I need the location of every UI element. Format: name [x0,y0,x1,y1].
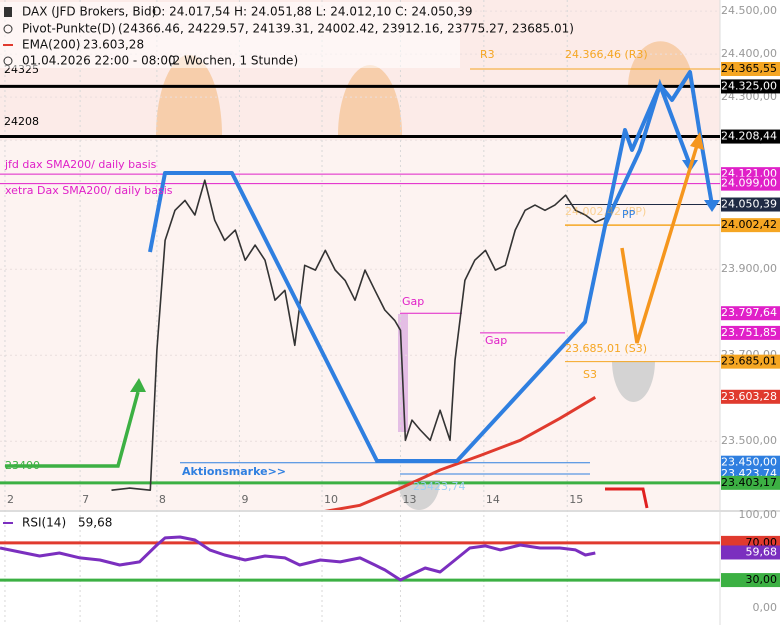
legend-icon [4,7,12,17]
arc-shape [628,41,693,87]
price-tag-label: 24.365,55 [721,62,777,75]
legend-ema: EMA(200) [22,38,80,52]
legend-pivot: Pivot-Punkte(D) [22,22,116,36]
price-tag [721,61,780,76]
annotation: 23.685,01 (S3) [565,342,647,355]
y-tick-label: 0,00 [753,601,778,614]
legend: DAX (JFD Brokers, Bid) O: 24.017,54 H: 2… [0,2,574,530]
annotation: 24208 [4,115,39,128]
price-tag [721,475,780,490]
x-tick-label: 10 [324,493,338,506]
price-tag [721,354,780,369]
price-tag [721,129,780,144]
annotation: PP [622,208,636,221]
legend-range: 01.04.2026 22:00 - 08:00 [22,54,176,68]
arc-shape [612,361,655,402]
legend-symbol: DAX (JFD Brokers, Bid) [22,5,156,19]
arc-shape [398,480,440,510]
legend-rsi: RSI(14) [22,516,66,530]
y-tick-label: 23.900,00 [721,262,777,275]
x-tick-label: 9 [241,493,248,506]
series-line [324,396,597,510]
plot-area [0,68,720,510]
arrow-head [704,200,720,212]
price-tag [721,573,780,588]
price-tag-label: 24.325,00 [721,79,777,92]
price-tag-label: 23.751,85 [721,326,777,339]
price-tag-label: 23.450,00 [721,456,777,469]
price-tag-label: 23.685,01 [721,355,777,368]
price-tag-label: 30,00 [746,573,778,586]
trend-line [148,70,714,463]
arc-shape [156,55,222,135]
price-tag-label: 23.797,64 [721,306,777,319]
price-tag-label: 23.603,28 [721,390,777,403]
price-tag [721,455,780,470]
legend-icon [3,24,13,34]
x-tick-label: 2 [7,493,14,506]
price-tag [721,325,780,340]
annotation: jfd dax SMA200/ daily basis [4,158,157,171]
price-tag-label: 23.403,17 [721,476,777,489]
annotation: 23400 [5,459,40,472]
price-tag [721,79,780,94]
y-tick-label: 100,00 [739,508,778,521]
forecast-line [620,141,700,344]
price-tag [721,197,780,212]
series-line [111,179,606,491]
plot-area [0,535,720,582]
trend-line [603,78,692,226]
legend-ohlc: O: 24.017,54 H: 24.051,88 L: 24.012,10 C… [152,5,472,19]
price-tag-label: 24.208,44 [721,130,777,143]
arc-shape [338,65,402,135]
price-tag [721,176,780,191]
annotation: Gap [485,334,507,347]
y-tick-label: 24.300,00 [721,90,777,103]
annotation: 24.002,42 (PP) [565,205,646,218]
legend-icon [3,56,13,66]
price-tag [721,218,780,233]
annotation: R3 [480,48,495,61]
x-tick-label: 13 [402,493,416,506]
price-tag [721,389,780,404]
legend-pivot-values: (24366.46, 24229.57, 24139.31, 24002.42,… [118,22,574,36]
legend-ema-value: 23.603,28 [83,38,144,52]
series-line [0,535,596,582]
price-tag [721,306,780,321]
marker-line [605,487,649,509]
annotation: Aktionsmarke>> [182,465,286,478]
legend-range-note: (2 Wochen, 1 Stunde) [168,54,298,68]
arrow-head [690,132,704,150]
annotation: 24.366,46 (R3) [565,48,648,61]
price-tag-label: 24.050,39 [721,198,777,211]
y-tick-label: 24.500,00 [721,4,777,17]
price-tag [721,545,780,560]
trend-drawings [5,70,720,509]
legend-background [0,2,460,68]
arrow-head [130,378,146,392]
x-tick-label: 7 [82,493,89,506]
signal-arrow [5,391,140,468]
annotation: Gap [402,295,424,308]
annotation: 23423,74 [413,480,466,493]
price-tag-label: 59,68 [746,545,778,558]
price-tag-label: 24.002,42 [721,218,777,231]
annotation: xetra Dax SMA200/ daily basis [5,184,173,197]
legend-rsi-value: 59,68 [78,516,112,530]
price-tag-label: 24.099,00 [721,177,777,190]
y-tick-label: 23.500,00 [721,434,777,447]
x-tick-label: 14 [486,493,500,506]
x-tick-label: 15 [569,493,583,506]
x-tick-label: 8 [159,493,166,506]
y-tick-label: 24.400,00 [721,47,777,60]
annotation: S3 [583,368,597,381]
